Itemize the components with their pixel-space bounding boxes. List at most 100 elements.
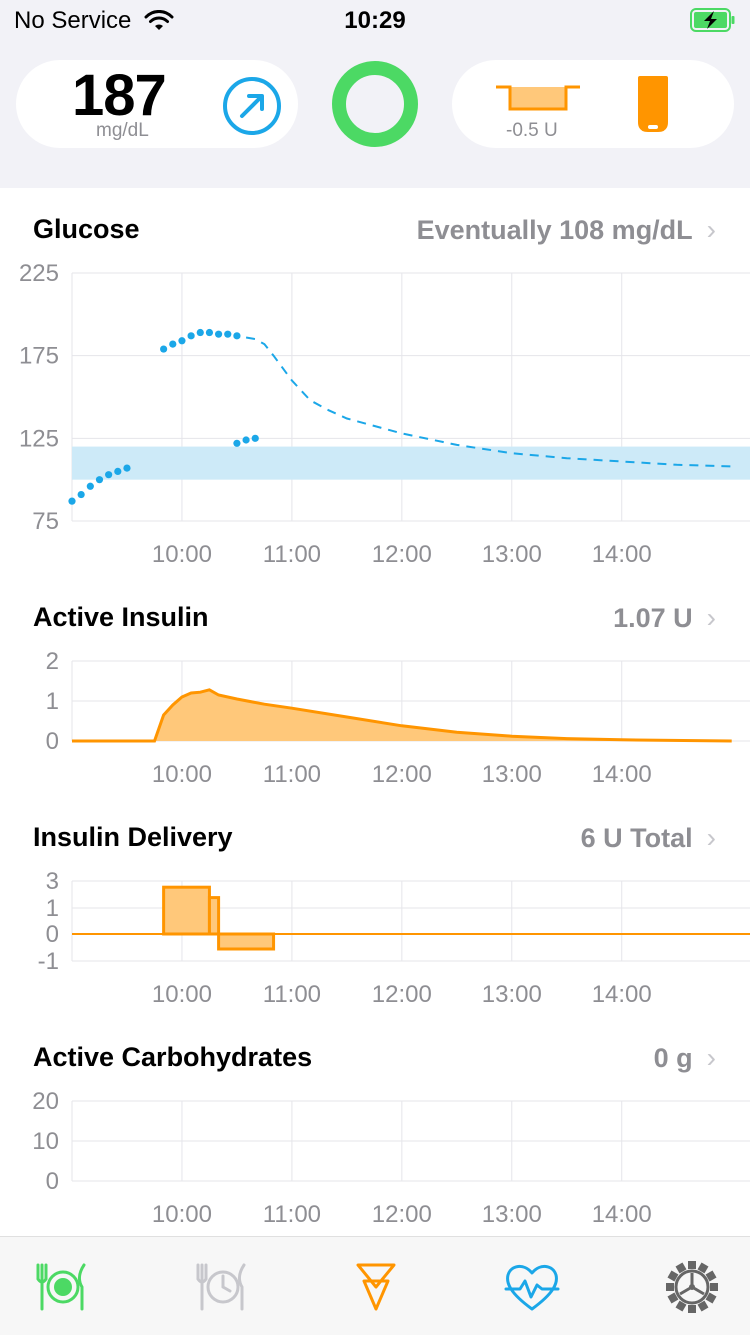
loop-status-icon[interactable] bbox=[331, 60, 419, 148]
y-tick-label: 225 bbox=[19, 260, 59, 287]
insulin-delivery-chart-title: Insulin Delivery bbox=[33, 822, 233, 852]
y-tick-label: -1 bbox=[38, 948, 59, 975]
bolus-icon[interactable] bbox=[346, 1257, 406, 1317]
clock: 10:29 bbox=[344, 7, 406, 34]
x-tick-label: 13:00 bbox=[482, 981, 542, 1008]
y-tick-label: 10 bbox=[32, 1128, 59, 1155]
x-tick-label: 10:00 bbox=[152, 541, 212, 568]
active-insulin-area bbox=[72, 689, 732, 741]
glucose-point bbox=[251, 434, 259, 442]
x-tick-label: 11:00 bbox=[263, 1201, 321, 1228]
glucose-chart-title: Glucose bbox=[33, 214, 140, 244]
x-tick-label: 10:00 bbox=[152, 981, 212, 1008]
delivery-step bbox=[207, 896, 221, 936]
x-tick-label: 10:00 bbox=[152, 1201, 212, 1228]
glucose-point bbox=[77, 490, 85, 499]
insulin-delivery-label: 6 U Total bbox=[580, 822, 693, 853]
delivery-step bbox=[217, 932, 276, 951]
active_insulin-chart: 10:00 11:00 12:00 13:00 14:00 2 1 0 bbox=[46, 648, 750, 788]
target-range-band bbox=[72, 446, 750, 480]
x-tick-label: 13:00 bbox=[482, 761, 542, 788]
carrier-label: No Service bbox=[14, 7, 132, 34]
glucose-eventual-link[interactable]: Eventually 108 mg/dL › bbox=[417, 214, 716, 246]
glucose-point bbox=[178, 337, 186, 345]
active-carbs-link[interactable]: 0 g › bbox=[654, 1042, 716, 1074]
y-tick-label: 3 bbox=[46, 868, 59, 895]
glucose-point bbox=[169, 340, 177, 348]
x-tick-label: 12:00 bbox=[372, 1201, 432, 1228]
y-tick-label: 1 bbox=[46, 895, 59, 922]
glucose-point bbox=[214, 330, 223, 338]
pump-reservoir-icon bbox=[638, 76, 668, 132]
glucose-chart: 10:00 11:00 12:00 13:00 14:00 225 175 125 75 bbox=[19, 260, 750, 568]
workout-heart-icon[interactable] bbox=[502, 1257, 562, 1317]
glucose-point bbox=[205, 328, 214, 337]
status-charts: Glucose Eventually 108 mg/dL › Active Ins… bbox=[0, 188, 750, 1236]
y-tick-label: 0 bbox=[46, 921, 59, 948]
x-tick-label: 13:00 bbox=[482, 541, 542, 568]
glucose-point bbox=[95, 476, 104, 484]
glucose-point bbox=[196, 328, 204, 337]
settings-gear-icon[interactable] bbox=[662, 1257, 722, 1317]
basal-rate-icon bbox=[496, 85, 580, 111]
glucose-unit: mg/dL bbox=[96, 120, 149, 141]
active-carbs-chart-title: Active Carbohydrates bbox=[33, 1042, 313, 1072]
y-tick-label: 125 bbox=[19, 425, 59, 452]
battery-charging-icon bbox=[690, 8, 735, 32]
glucose-eventual-label: Eventually 108 mg/dL bbox=[416, 214, 693, 245]
pre-meal-icon bbox=[196, 1263, 246, 1311]
trend-arrow-icon bbox=[223, 77, 281, 135]
chevron-right-icon: › bbox=[706, 602, 716, 633]
charts-canvas[interactable]: 10:00 11:00 12:00 13:00 14:002251751257510:0… bbox=[0, 188, 750, 1236]
active-insulin-chart-title: Active Insulin bbox=[33, 602, 209, 632]
glucose-hud[interactable]: 187 mg/dL bbox=[16, 60, 298, 148]
active_carbs-chart: 10:00 11:00 12:00 13:00 14:00 20 10 0 bbox=[32, 1088, 750, 1228]
active-insulin-link[interactable]: 1.07 U › bbox=[613, 602, 716, 634]
glucose-point bbox=[68, 497, 76, 505]
glucose-point bbox=[105, 471, 113, 479]
active-carbs-label: 0 g bbox=[653, 1042, 693, 1073]
insulin_delivery-chart: 10:00 11:00 12:00 13:00 14:00 310-1 bbox=[38, 868, 750, 1008]
x-tick-label: 14:00 bbox=[592, 1201, 652, 1228]
active-insulin-line bbox=[72, 688, 732, 743]
x-tick-label: 11:00 bbox=[263, 541, 321, 568]
glucose-point bbox=[123, 464, 131, 472]
carb-entry-icon[interactable] bbox=[32, 1257, 92, 1317]
x-tick-label: 14:00 bbox=[592, 541, 652, 568]
glucose-point bbox=[187, 332, 195, 340]
y-tick-label: 175 bbox=[19, 343, 59, 370]
delivery-step bbox=[162, 885, 211, 936]
glucose-point bbox=[233, 332, 241, 340]
glucose-point bbox=[242, 436, 250, 444]
glucose-point bbox=[224, 330, 232, 338]
y-tick-label: 20 bbox=[32, 1088, 59, 1115]
insulin-delivery-link[interactable]: 6 U Total › bbox=[581, 822, 716, 854]
glucose-point bbox=[114, 467, 122, 475]
x-tick-label: 13:00 bbox=[482, 1201, 542, 1228]
y-tick-label: 1 bbox=[46, 688, 59, 715]
glucose-point bbox=[233, 439, 241, 447]
y-tick-label: 0 bbox=[46, 728, 59, 755]
chevron-right-icon: › bbox=[706, 214, 716, 245]
glucose-point bbox=[86, 482, 94, 490]
x-tick-label: 10:00 bbox=[152, 761, 212, 788]
x-tick-label: 12:00 bbox=[372, 541, 432, 568]
x-tick-label: 12:00 bbox=[372, 981, 432, 1008]
glucose-point bbox=[160, 345, 168, 353]
y-tick-label: 75 bbox=[32, 508, 59, 535]
pump-hud[interactable]: -0.5 U bbox=[452, 60, 734, 148]
active-insulin-label: 1.07 U bbox=[613, 602, 693, 633]
x-tick-label: 11:00 bbox=[263, 981, 321, 1008]
y-tick-label: 2 bbox=[46, 648, 59, 675]
x-tick-label: 14:00 bbox=[592, 981, 652, 1008]
wifi-icon bbox=[144, 10, 174, 30]
x-tick-label: 12:00 bbox=[372, 761, 432, 788]
status-bar: No Service 10:29 bbox=[0, 0, 750, 44]
x-tick-label: 14:00 bbox=[592, 761, 652, 788]
chevron-right-icon: › bbox=[706, 1042, 716, 1073]
toolbar bbox=[0, 1236, 750, 1335]
glucose-value: 187 bbox=[72, 63, 167, 128]
y-tick-label: 0 bbox=[46, 1168, 59, 1195]
x-tick-label: 11:00 bbox=[263, 761, 321, 788]
hud-bar: 187 mg/dL -0.5 U bbox=[0, 44, 750, 188]
